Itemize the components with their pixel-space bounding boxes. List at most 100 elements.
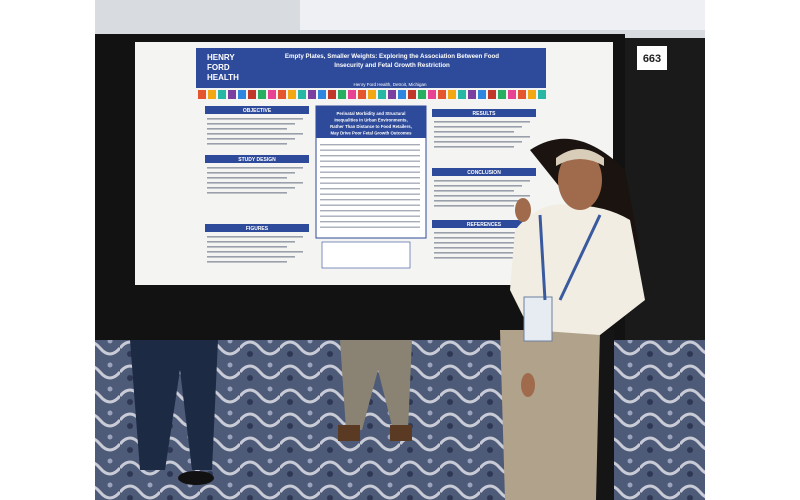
face — [558, 150, 602, 210]
person-left-legs — [130, 340, 218, 470]
board-number: 663 — [643, 53, 661, 65]
presenter — [500, 138, 645, 500]
stripe-block — [258, 90, 266, 99]
text-line — [434, 257, 514, 259]
text-line — [207, 172, 295, 174]
board-leg — [596, 330, 614, 500]
text-line — [434, 180, 530, 182]
logo-text: HEALTH — [207, 73, 239, 82]
stripe-block — [198, 90, 206, 99]
title-line: Insecurity and Fetal Growth Restriction — [334, 62, 450, 69]
text-line — [207, 241, 295, 243]
title-line: Empty Plates, Smaller Weights: Exploring… — [285, 53, 499, 60]
text-line — [434, 247, 530, 249]
stripe-block — [208, 90, 216, 99]
table-row — [320, 149, 420, 151]
badge — [523, 296, 553, 342]
text-line — [207, 133, 303, 135]
stripe-block — [528, 90, 536, 99]
logo-text: FORD — [207, 63, 230, 72]
stripe-block — [348, 90, 356, 99]
stripe-block — [318, 90, 326, 99]
left-column: OBJECTIVE STUDY DESIGN FIGURES — [205, 106, 309, 263]
section-title: CONCLUSION — [467, 170, 501, 176]
stripe-block — [538, 90, 546, 99]
text-line — [434, 205, 514, 207]
section-title: STUDY DESIGN — [238, 157, 276, 163]
text-line — [434, 237, 522, 239]
poster-title: Empty Plates, Smaller Weights: Exploring… — [285, 53, 499, 69]
text-line — [434, 141, 522, 143]
headband — [556, 149, 604, 166]
stripe-block — [308, 90, 316, 99]
table-row — [320, 171, 420, 173]
text-line — [207, 256, 295, 258]
table-row — [320, 144, 420, 146]
stripe-block — [338, 90, 346, 99]
section-header — [432, 220, 536, 228]
highlight-line: Inequalities in Urban Environments, — [334, 118, 407, 123]
table-row — [320, 199, 420, 201]
section-header — [432, 109, 536, 117]
stripe-block — [298, 90, 306, 99]
stripe-block — [228, 90, 236, 99]
stripe-block — [288, 90, 296, 99]
shoe — [390, 425, 412, 441]
section-header — [205, 106, 309, 114]
section-header — [205, 155, 309, 163]
highlight-line: May Drive Poor Fetal Growth Outcomes — [331, 131, 413, 136]
trousers — [500, 330, 600, 500]
text-line — [207, 138, 295, 140]
right-column: RESULTS CONCLUSION REFERENCES — [432, 109, 536, 259]
table-row — [320, 166, 420, 168]
stripe-block — [358, 90, 366, 99]
highlight-text: Perinatal Morbidity and Structural Inequa… — [320, 111, 420, 228]
stripe-block — [458, 90, 466, 99]
table-row — [320, 155, 420, 157]
stripe-block — [278, 90, 286, 99]
highlight-header — [316, 106, 426, 138]
table-row — [320, 193, 420, 195]
hand — [521, 373, 535, 397]
stripe-block — [238, 90, 246, 99]
color-stripe — [198, 90, 546, 99]
table-row — [320, 177, 420, 179]
text-line — [207, 251, 303, 253]
section-title: RESULTS — [473, 111, 497, 117]
table-row — [320, 188, 420, 190]
text-line — [207, 118, 303, 120]
highlight-line: Perinatal Morbidity and Structural — [337, 111, 406, 116]
text-line — [207, 143, 287, 145]
stripe-block — [268, 90, 276, 99]
text-line — [434, 195, 530, 197]
stripe-block — [378, 90, 386, 99]
text-line — [434, 136, 530, 138]
lanyard — [538, 214, 602, 301]
poster-header — [196, 48, 546, 88]
text-line — [207, 236, 303, 238]
stripe-block — [488, 90, 496, 99]
stripe-block — [448, 90, 456, 99]
table-row — [320, 221, 420, 223]
table-row — [320, 182, 420, 184]
stripe-block — [518, 90, 526, 99]
stripe-block — [398, 90, 406, 99]
number-card — [637, 46, 667, 70]
text-line — [434, 126, 522, 128]
table-row — [320, 215, 420, 217]
section-title: OBJECTIVE — [243, 108, 272, 114]
text-line — [434, 185, 522, 187]
stripe-block — [428, 90, 436, 99]
table-row — [320, 204, 420, 206]
text-line — [434, 146, 514, 148]
stripe-block — [468, 90, 476, 99]
highlight-line: Rather Than Distance to Food Retailers, — [330, 124, 412, 129]
text-line — [207, 167, 303, 169]
section-header — [205, 224, 309, 232]
stripe-block — [408, 90, 416, 99]
text-line — [207, 182, 303, 184]
text-line — [434, 252, 522, 254]
